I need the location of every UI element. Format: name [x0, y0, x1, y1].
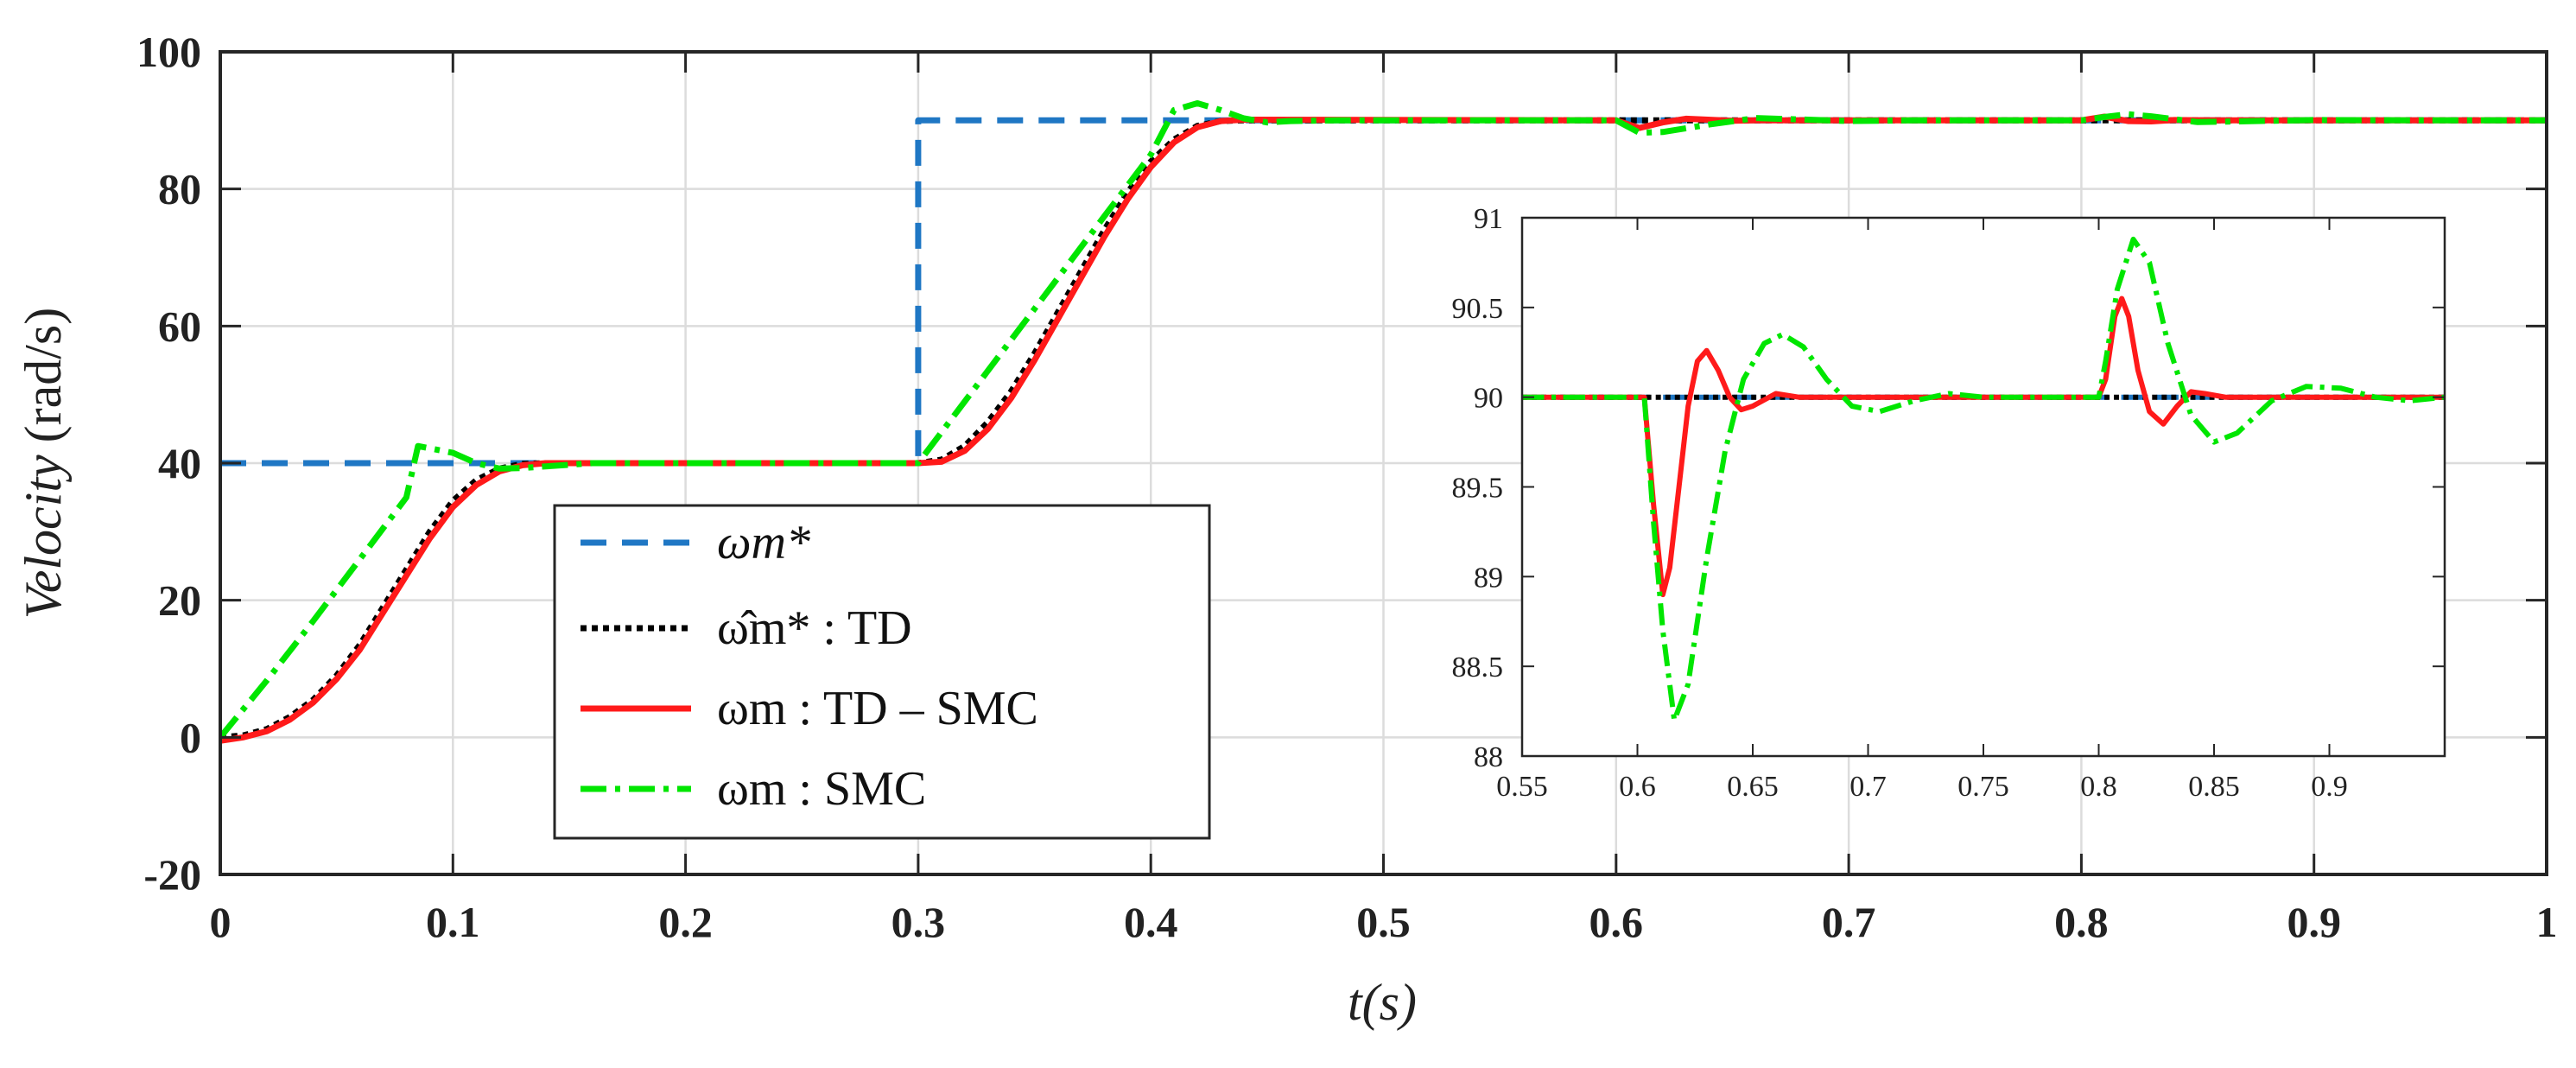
inset-y-tick-label-4: 90: [1474, 383, 1503, 415]
inset-y-tick-label-5: 90.5: [1452, 293, 1504, 325]
main-series-2-solid-ff1a1a: [220, 113, 2547, 744]
legend-box: [553, 504, 1211, 840]
main-series: [220, 100, 2547, 744]
inset-y-tick-label-2: 89: [1474, 562, 1503, 594]
inset-y-tick-label-6: 91: [1474, 203, 1503, 235]
main-x-tick-label-2: 0.2: [658, 898, 713, 946]
main-y-tick-label-4: 60: [158, 302, 201, 350]
main-y-tick-label-2: 20: [158, 576, 201, 625]
main-series-3-dashdot-00e600: [220, 100, 2547, 740]
legend: ωm* ω̂m* : TD ωm : TD – SMC ωm : SMC: [553, 504, 1211, 840]
inset-background: [1522, 218, 2445, 756]
inset-x-tick-label-3: 0.7: [1850, 771, 1887, 803]
main-ticks: 0 0.1 0.2 0.3 0.4 0.5 0.6 0.7 0.8 0.9 1-2002040608…: [136, 28, 2558, 946]
main-x-tick-label-1: 0.1: [426, 898, 480, 946]
inset-x-tick-label-6: 0.85: [2188, 771, 2240, 803]
legend-label-smc: ωm : SMC: [717, 762, 926, 816]
main-x-tick-label-9: 0.9: [2287, 898, 2341, 946]
y-axis-label-unit: (rad/s): [15, 308, 72, 443]
x-axis-label: t(s): [1348, 974, 1417, 1031]
main-y-tick-label-5: 80: [158, 165, 201, 213]
legend-label-td: ω̂m* : TD: [717, 601, 912, 655]
main-y-tick-label-6: 100: [136, 28, 201, 76]
main-x-tick-label-7: 0.7: [1822, 898, 1876, 946]
legend-label-td-smc: ωm : TD – SMC: [717, 682, 1038, 735]
y-axis-label-quantity: Velocity: [15, 455, 72, 619]
inset-series: [1522, 236, 2445, 723]
main-y-tick-label-1: 0: [180, 713, 201, 761]
inset-x-tick-label-7: 0.9: [2311, 771, 2348, 803]
inset-plot: 0.55 0.6 0.65 0.7 0.75 0.8 0.85 0.9 88 88.5 89 89.5…: [1452, 203, 2446, 803]
inset-x-tick-label-2: 0.65: [1727, 771, 1779, 803]
main-x-tick-label-4: 0.4: [1124, 898, 1178, 946]
main-x-tick-label-6: 0.6: [1589, 898, 1644, 946]
main-x-tick-label-3: 0.3: [891, 898, 946, 946]
inset-y-tick-label-0: 88: [1474, 741, 1503, 773]
main-x-tick-label-10: 1: [2536, 898, 2558, 946]
inset-y-tick-label-1: 88.5: [1452, 652, 1504, 683]
inset-ticks: 0.55 0.6 0.65 0.7 0.75 0.8 0.85 0.9 88 88.5 89 89.5…: [1452, 203, 2445, 803]
main-y-tick-label-0: -20: [143, 850, 201, 899]
inset-series-2-solid-ff1a1a: [1522, 296, 2445, 598]
inset-series-3-dashdot-00e600: [1522, 236, 2445, 723]
inset-x-tick-label-4: 0.75: [1957, 771, 2009, 803]
legend-label-reference: ωm*: [717, 516, 810, 569]
main-x-tick-label-0: 0: [210, 898, 232, 946]
y-axis-label: Velocity (rad/s): [15, 308, 72, 620]
inset-x-tick-label-1: 0.6: [1619, 771, 1656, 803]
main-y-tick-label-3: 40: [158, 439, 201, 487]
inset-y-tick-label-3: 89.5: [1452, 473, 1504, 505]
inset-x-tick-label-5: 0.8: [2080, 771, 2117, 803]
main-x-tick-label-8: 0.8: [2054, 898, 2109, 946]
main-x-tick-label-5: 0.5: [1356, 898, 1411, 946]
inset-x-tick-label-0: 0.55: [1496, 771, 1548, 803]
